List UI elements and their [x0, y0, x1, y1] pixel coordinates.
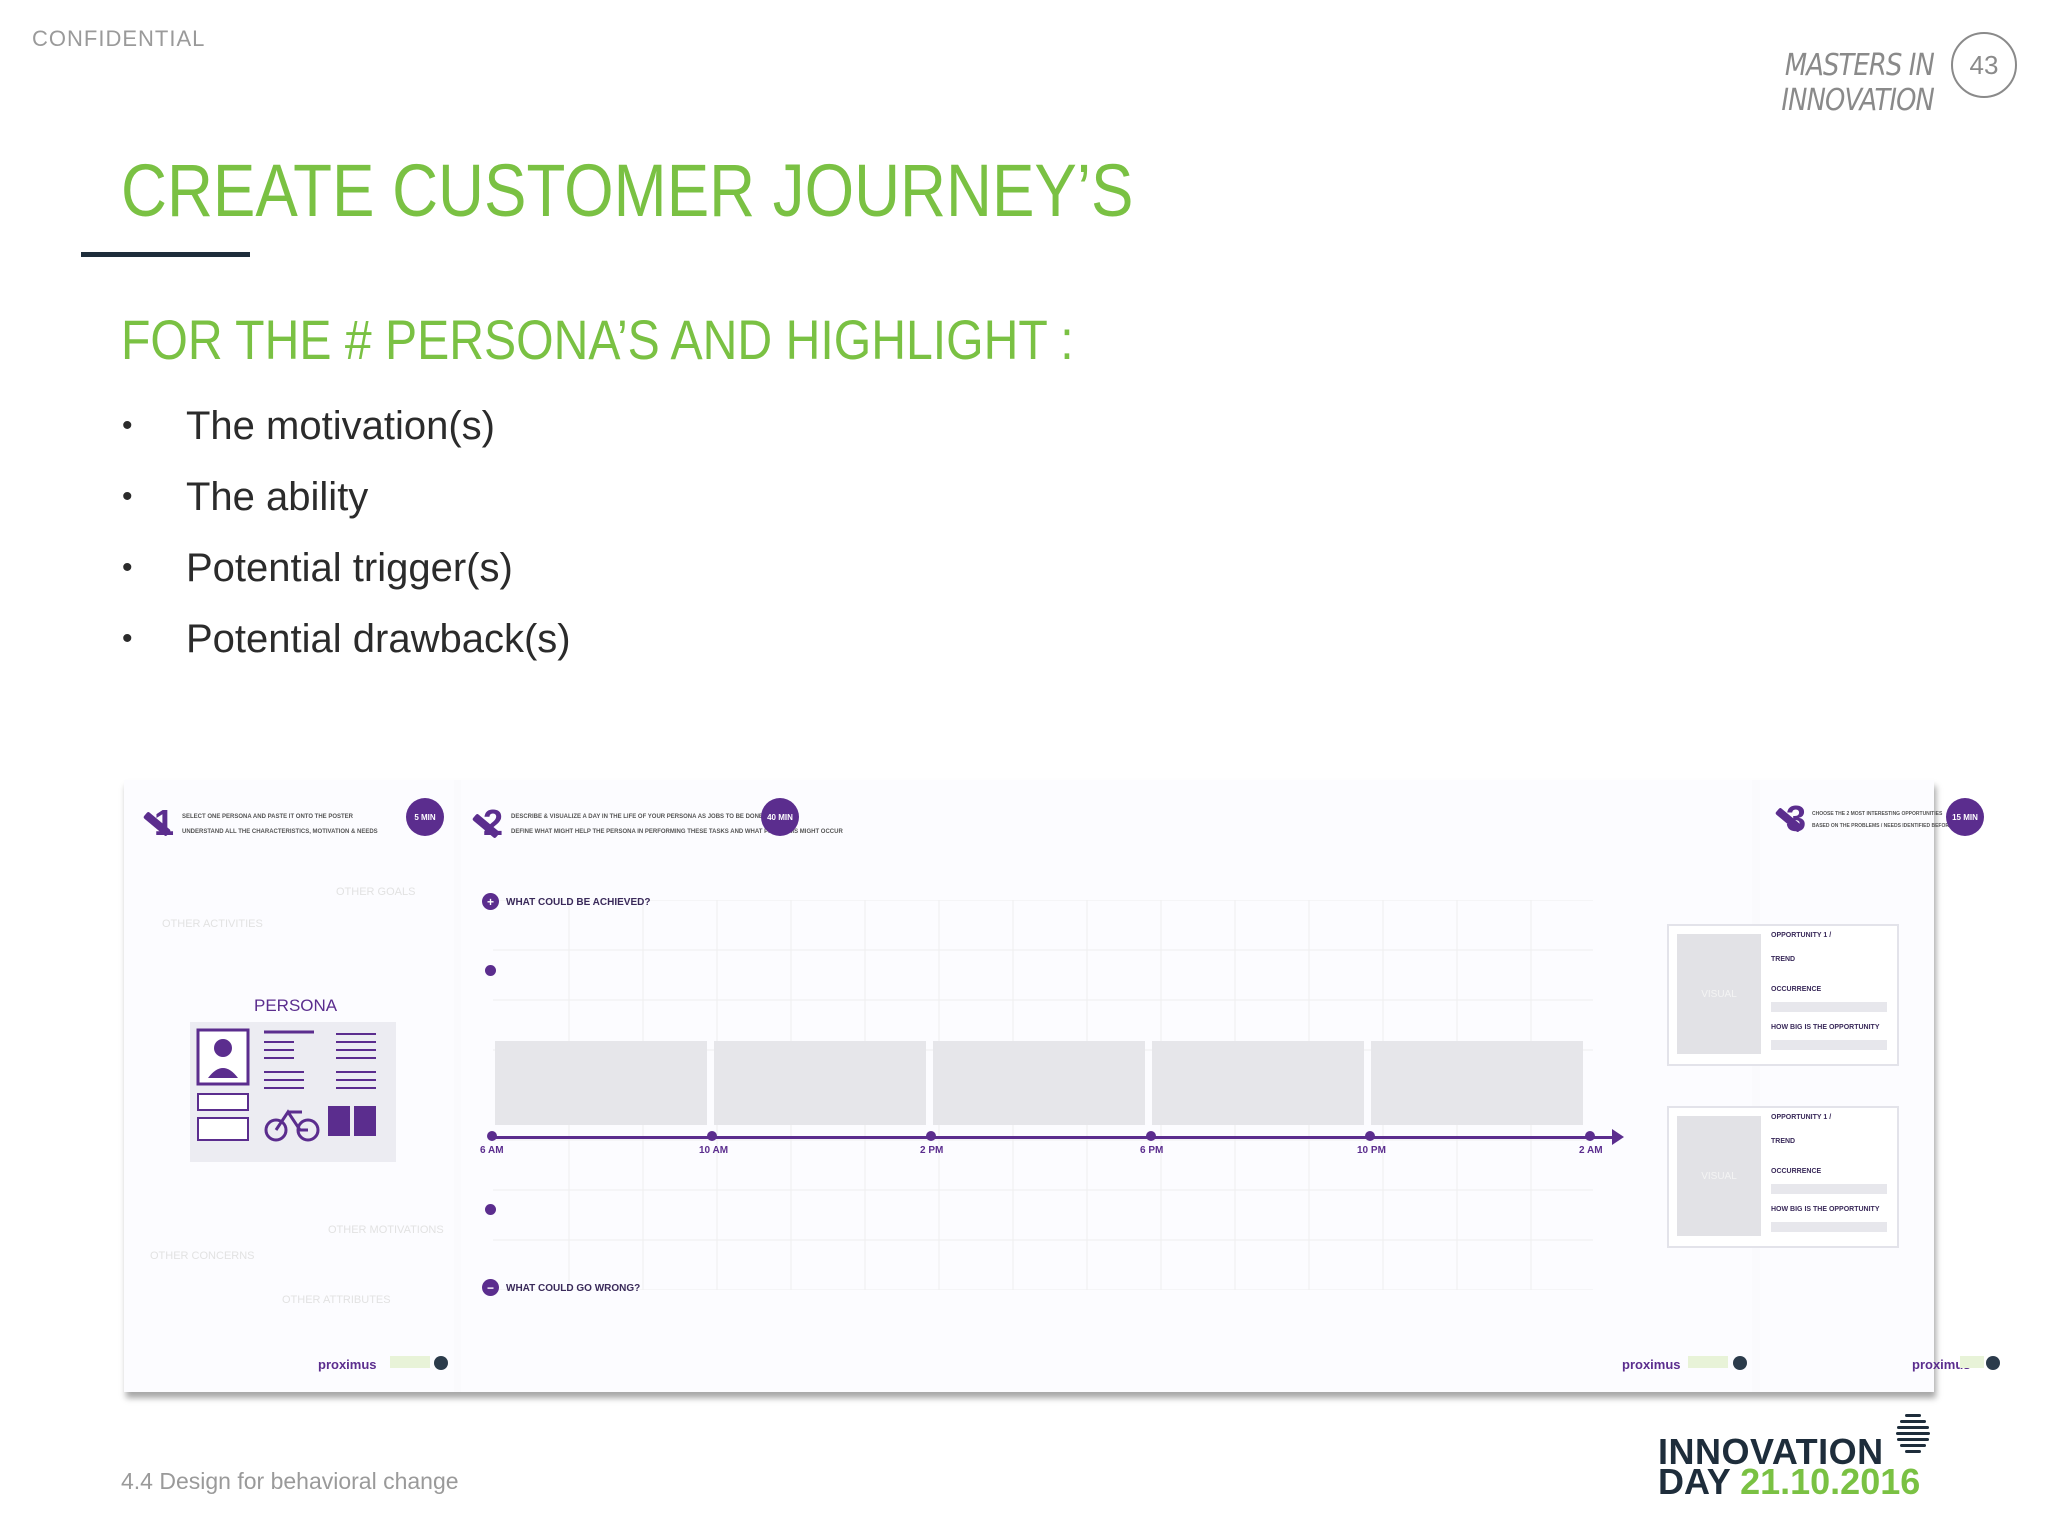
how-big-bar: [1771, 1222, 1887, 1232]
persona-label: PERSONA: [254, 996, 338, 1015]
page-number: 43: [1951, 32, 2017, 98]
poster-panel-timeline: 2 DESCRIBE & VISUALIZE A DAY IN THE LIFE…: [461, 780, 1752, 1392]
brand-title: MASTERS IN INNOVATION: [1781, 48, 1934, 118]
time-label: 2 AM: [1579, 1145, 1603, 1156]
time-tick: [1585, 1131, 1595, 1141]
slide-subtitle: FOR THE # PERSONA’S AND HIGHLIGHT :: [121, 308, 1074, 371]
sponsor-logo: [1688, 1356, 1728, 1368]
sponsor-logo: [390, 1356, 430, 1368]
globe-icon: [434, 1356, 448, 1370]
step-line: UNDERSTAND ALL THE CHARACTERISTICS, MOTI…: [182, 829, 378, 835]
step-line: CHOOSE THE 2 MOST INTERESTING OPPORTUNIT…: [1812, 811, 1943, 817]
step-line: SELECT ONE PERSONA AND PASTE IT ONTO THE…: [182, 814, 354, 820]
persona-card-graphic: [196, 1028, 376, 1142]
visual-placeholder: VISUAL: [1677, 1116, 1761, 1236]
question-top: WHAT COULD BE ACHIEVED?: [506, 897, 651, 908]
opportunity-label: OPPORTUNITY 1 /: [1771, 932, 1832, 939]
faint-label: OTHER CONCERNS: [150, 1250, 255, 1262]
activity-block: [1152, 1041, 1364, 1125]
time-label: 6 AM: [480, 1145, 504, 1156]
minus-icon: −: [482, 1279, 499, 1296]
proximus-logo: proximus: [318, 1357, 377, 1372]
step-instruction: CHOOSE THE 2 MOST INTERESTING OPPORTUNIT…: [1812, 808, 1952, 832]
step-number: 3: [1786, 798, 1807, 839]
striped-globe-icon: [1896, 1414, 1930, 1453]
journey-poster: 1 SELECT ONE PERSONA AND PASTE IT ONTO T…: [124, 780, 2000, 1392]
event-date-line: DAY 21.10.2016: [1658, 1461, 1920, 1503]
time-label: 10 AM: [699, 1145, 729, 1156]
time-badge: 40 MIN: [761, 798, 799, 836]
timeline-axis: [490, 1136, 1620, 1139]
occurrence-bar: [1771, 1002, 1887, 1012]
section-footer: 4.4 Design for behavioral change: [121, 1468, 459, 1494]
step-number: 1: [154, 802, 175, 843]
how-big-label: HOW BIG IS THE OPPORTUNITY: [1771, 1024, 1880, 1031]
persona-card: [190, 1022, 396, 1162]
how-big-bar: [1771, 1040, 1887, 1050]
trend-label: TREND: [1771, 956, 1796, 963]
plus-icon: [485, 965, 496, 976]
time-label: 6 PM: [1140, 1145, 1164, 1156]
opportunity-label: OPPORTUNITY 1 /: [1771, 1114, 1832, 1121]
step-line: DESCRIBE & VISUALIZE A DAY IN THE LIFE O…: [511, 814, 763, 820]
arrow-right-icon: [1612, 1129, 1624, 1145]
time-label: 2 PM: [920, 1145, 944, 1156]
proximus-logo: proximus: [1622, 1357, 1681, 1372]
question-bottom: WHAT COULD GO WRONG?: [506, 1283, 641, 1294]
occurrence-label: OCCURRENCE: [1771, 1168, 1822, 1175]
time-tick: [1365, 1131, 1375, 1141]
time-tick: [1146, 1131, 1156, 1141]
poster-panel-persona: 1 SELECT ONE PERSONA AND PASTE IT ONTO T…: [124, 780, 454, 1392]
confidential-label: CONFIDENTIAL: [32, 26, 206, 51]
event-day: DAY: [1658, 1461, 1731, 1502]
faint-label: OTHER ACTIVITIES: [162, 918, 263, 930]
trend-label: TREND: [1771, 1138, 1796, 1145]
faint-label: OTHER MOTIVATIONS: [328, 1224, 444, 1236]
time-label: 10 PM: [1357, 1145, 1386, 1156]
time-tick: [707, 1131, 717, 1141]
sponsor-logo: [1960, 1356, 1984, 1368]
opportunity-card: VISUAL OPPORTUNITY 1 / TREND OCCURRENCE …: [1667, 1106, 1899, 1248]
minus-icon: [485, 1204, 496, 1215]
time-badge: 5 MIN: [406, 798, 444, 836]
step-line: DEFINE WHAT MIGHT HELP THE PERSONA IN PE…: [511, 829, 843, 835]
activity-block: [714, 1041, 926, 1125]
occurrence-label: OCCURRENCE: [1771, 986, 1822, 993]
globe-icon: [1733, 1356, 1747, 1370]
plus-icon: +: [482, 893, 499, 910]
opportunity-card: VISUAL OPPORTUNITY 1 / TREND OCCURRENCE …: [1667, 924, 1899, 1066]
faint-label: OTHER ATTRIBUTES: [282, 1294, 391, 1306]
occurrence-bar: [1771, 1184, 1887, 1194]
slide-title: CREATE CUSTOMER JOURNEY’S: [121, 149, 1134, 232]
visual-placeholder: VISUAL: [1677, 934, 1761, 1054]
activity-block: [1371, 1041, 1583, 1125]
time-tick: [487, 1131, 497, 1141]
activity-block: [495, 1041, 707, 1125]
step-number: 2: [483, 802, 504, 843]
time-badge: 15 MIN: [1946, 798, 1984, 836]
event-date: 21.10.2016: [1740, 1461, 1921, 1502]
title-underline: [81, 252, 250, 257]
faint-label: OTHER GOALS: [336, 886, 416, 898]
activity-block: [933, 1041, 1145, 1125]
poster-panel-opportunities: 3 CHOOSE THE 2 MOST INTERESTING OPPORTUN…: [1760, 780, 2000, 1392]
event-title: INNOVATION: [1658, 1431, 1884, 1472]
proximus-logo: proximus: [1912, 1357, 1971, 1372]
step-instruction: DESCRIBE & VISUALIZE A DAY IN THE LIFE O…: [511, 810, 843, 840]
time-tick: [926, 1131, 936, 1141]
bullet-dot-icon: •: [122, 409, 133, 442]
bullet-dot-icon: •: [122, 622, 133, 655]
globe-icon: [1986, 1356, 2000, 1370]
step-line: BASED ON THE PROBLEMS / NEEDS IDENTIFIED…: [1812, 823, 1953, 829]
step-instruction: SELECT ONE PERSONA AND PASTE IT ONTO THE…: [182, 810, 378, 840]
bullet-dot-icon: •: [122, 551, 133, 584]
how-big-label: HOW BIG IS THE OPPORTUNITY: [1771, 1206, 1880, 1213]
bullet-dot-icon: •: [122, 480, 133, 513]
